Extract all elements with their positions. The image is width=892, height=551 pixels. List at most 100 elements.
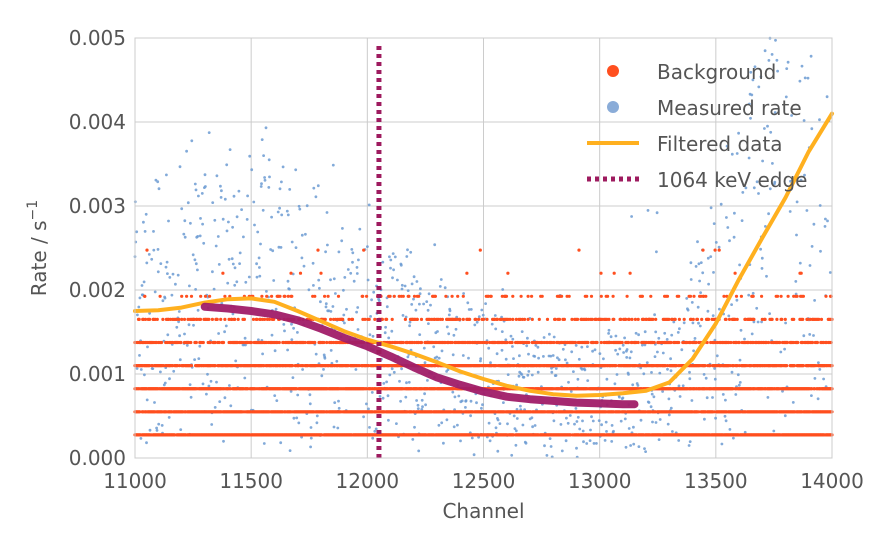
measured-rate-point	[706, 256, 710, 260]
measured-rate-point	[314, 352, 318, 356]
measured-rate-point	[592, 442, 596, 445]
measured-rate-point	[367, 203, 371, 207]
measured-rate-point	[823, 225, 827, 228]
measured-rate-point	[464, 406, 467, 409]
measured-rate-point	[356, 328, 360, 331]
measured-rate-point	[304, 232, 307, 236]
measured-rate-point	[798, 261, 802, 265]
measured-rate-point	[263, 176, 266, 179]
measured-rate-point	[152, 230, 155, 233]
background-point	[485, 340, 489, 345]
measured-rate-point	[591, 349, 594, 353]
measured-rate-point	[333, 401, 337, 404]
measured-rate-point	[685, 297, 689, 300]
measured-rate-point	[194, 188, 198, 192]
measured-rate-point	[518, 354, 521, 358]
measured-rate-point	[564, 439, 568, 443]
measured-rate-point	[314, 195, 318, 199]
measured-rate-point	[371, 334, 375, 338]
measured-rate-point	[743, 430, 747, 434]
measured-rate-point	[560, 449, 564, 453]
measured-rate-point	[629, 444, 632, 447]
measured-rate-point	[197, 357, 201, 360]
measured-rate-point	[311, 261, 315, 265]
measured-rate-point	[460, 399, 464, 403]
measured-rate-point	[469, 414, 472, 418]
measured-rate-point	[191, 253, 195, 257]
measured-rate-point	[612, 429, 615, 433]
measured-rate-point	[156, 248, 160, 251]
measured-rate-point	[806, 76, 810, 80]
measured-rate-point	[423, 361, 427, 365]
measured-rate-point	[202, 241, 206, 245]
measured-rate-point	[655, 250, 658, 254]
measured-rate-point	[658, 418, 662, 421]
measured-rate-point	[768, 187, 772, 191]
measured-rate-point	[586, 379, 590, 382]
measured-rate-point	[786, 60, 790, 64]
measured-rate-point	[697, 262, 701, 266]
measured-rate-point	[387, 336, 391, 340]
measured-rate-point	[785, 67, 789, 70]
measured-rate-point	[433, 243, 437, 247]
measured-rate-point	[268, 175, 271, 179]
measured-rate-point	[774, 38, 777, 42]
measured-rate-point	[343, 321, 346, 325]
measured-rate-point	[199, 217, 202, 220]
measured-rate-point	[717, 245, 721, 249]
measured-rate-point	[712, 222, 716, 226]
measured-rate-point	[324, 302, 328, 306]
measured-rate-point	[702, 373, 706, 376]
measured-rate-point	[536, 370, 540, 374]
measured-rate-point	[616, 352, 620, 356]
measured-rate-point	[275, 399, 279, 402]
measured-rate-point	[193, 258, 197, 262]
measured-rate-point	[308, 393, 312, 397]
measured-rate-point	[682, 321, 686, 325]
measured-rate-point	[755, 180, 759, 184]
measured-rate-point	[709, 206, 713, 210]
measured-rate-point	[677, 439, 681, 442]
measured-rate-point	[240, 208, 244, 212]
measured-rate-point	[763, 49, 767, 53]
measured-rate-point	[452, 425, 456, 429]
measured-rate-point	[511, 337, 515, 341]
background-point	[552, 340, 556, 345]
measured-rate-point	[395, 422, 398, 425]
measured-rate-point	[760, 320, 763, 324]
measured-rate-point	[752, 186, 756, 190]
measured-rate-point	[337, 250, 341, 254]
measured-rate-point	[426, 379, 429, 382]
measured-rate-point	[630, 215, 633, 218]
measured-rate-point	[411, 438, 415, 441]
measured-rate-point	[791, 401, 795, 404]
measured-rate-point	[783, 347, 786, 351]
measured-rate-point	[822, 377, 825, 381]
measured-rate-point	[623, 417, 627, 421]
measured-rate-point	[288, 449, 292, 452]
background-point	[208, 340, 212, 345]
measured-rate-point	[690, 399, 694, 402]
measured-rate-point	[470, 436, 474, 440]
measured-rate-point	[372, 290, 376, 294]
measured-rate-point	[574, 344, 578, 347]
measured-rate-point	[671, 430, 674, 433]
measured-rate-point	[734, 393, 738, 396]
measured-rate-point	[502, 401, 505, 404]
measured-rate-point	[602, 357, 605, 361]
measured-rate-point	[741, 191, 745, 194]
background-point	[290, 364, 295, 368]
measured-rate-point	[672, 320, 676, 324]
measured-rate-point	[452, 333, 456, 337]
measured-rate-point	[399, 399, 402, 403]
measured-rate-point	[730, 303, 733, 306]
measured-rate-point	[182, 232, 186, 236]
measured-rate-point	[401, 314, 405, 317]
measured-rate-point	[627, 427, 631, 430]
measured-rate-point	[513, 427, 517, 430]
measured-rate-point	[228, 148, 232, 152]
measured-rate-point	[312, 284, 315, 287]
measured-rate-point	[643, 330, 647, 334]
measured-rate-point	[714, 241, 718, 244]
